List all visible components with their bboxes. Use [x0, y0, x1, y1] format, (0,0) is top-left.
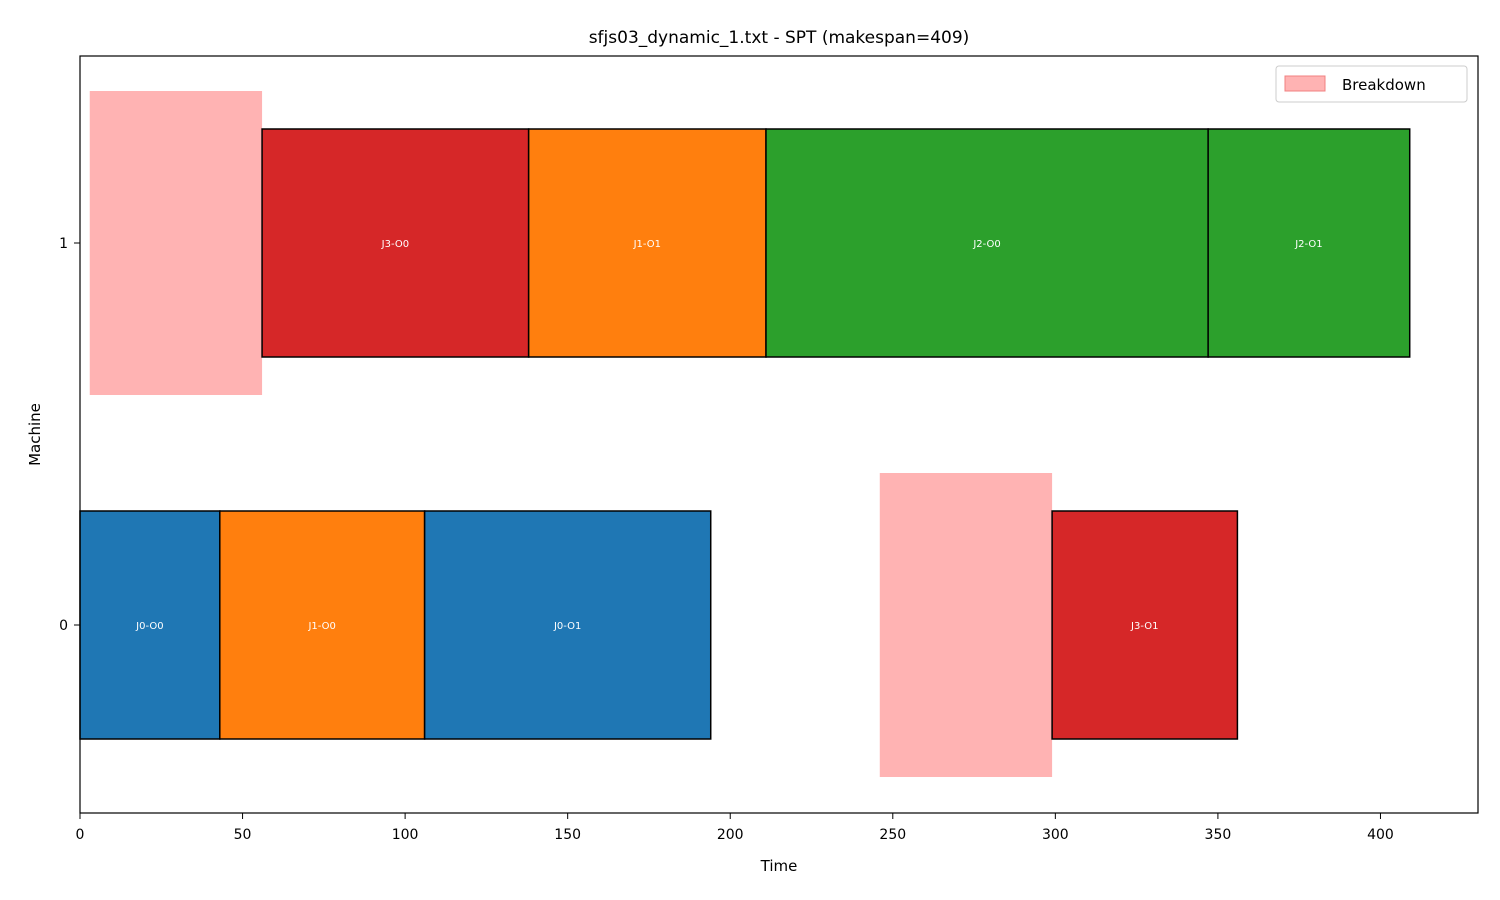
operation-bar-j3-o1: [1051, 510, 1239, 740]
x-axis-ticks: 0 50 100 150 200 250 300 350 400: [76, 813, 1394, 843]
operation-label-j2-o1: J2-O1: [1294, 239, 1322, 250]
x-tick-label: 300: [1042, 827, 1069, 843]
operation-label-j2-o0: J2-O0: [972, 239, 1000, 250]
operation-label-j3-o0: J3-O0: [381, 239, 409, 250]
legend-box: [1275, 65, 1468, 103]
chart-title: sfjs03_dynamic_1.txt - SPT (makespan=409…: [589, 28, 970, 48]
y-axis-ticks: 01: [59, 236, 80, 634]
x-tick-label: 400: [1367, 827, 1394, 843]
legend: Breakdown: [1275, 65, 1468, 103]
operation-label-j1-o1: J1-O1: [633, 239, 661, 250]
x-tick-label: 100: [392, 827, 419, 843]
legend-swatch-breakdown: [1284, 75, 1326, 92]
operation-label-j3-o1: J3-O1: [1130, 621, 1158, 632]
operation-bars: J0-O0 J1-O0 J0-O1 J3-O1 J3-O0 J1-O1 J2-O0 J2-O1: [79, 128, 1411, 740]
x-tick-label: 50: [234, 827, 252, 843]
operation-label-j1-o0: J1-O0: [307, 621, 335, 632]
y-tick-label: 0: [59, 618, 68, 634]
operation-bar-j3-o0: [261, 128, 530, 358]
x-tick-label: 150: [554, 827, 581, 843]
plot-frame: [79, 55, 1479, 814]
x-tick-label: 200: [717, 827, 744, 843]
breakdown-bar-m0: [879, 473, 1053, 777]
x-tick-label: 350: [1205, 827, 1232, 843]
x-tick-label: 250: [879, 827, 906, 843]
breakdown-bar-m1: [89, 91, 263, 395]
operation-label-j0-o0: J0-O0: [135, 621, 163, 632]
x-tick-label: 0: [76, 827, 85, 843]
y-axis-label: Machine: [26, 403, 44, 466]
operation-bar-j2-o1: [1207, 128, 1411, 358]
breakdown-layer: [89, 91, 1053, 777]
operation-bar-j0-o1: [423, 510, 712, 740]
operation-bar-j0-o0: [79, 510, 221, 740]
operation-bar-j2-o0: [765, 128, 1209, 358]
x-axis-label: Time: [760, 857, 798, 875]
operation-label-j0-o1: J0-O1: [553, 621, 581, 632]
legend-label-breakdown: Breakdown: [1342, 76, 1426, 94]
operation-bar-j1-o1: [527, 128, 767, 358]
y-tick-label: 1: [59, 236, 68, 252]
